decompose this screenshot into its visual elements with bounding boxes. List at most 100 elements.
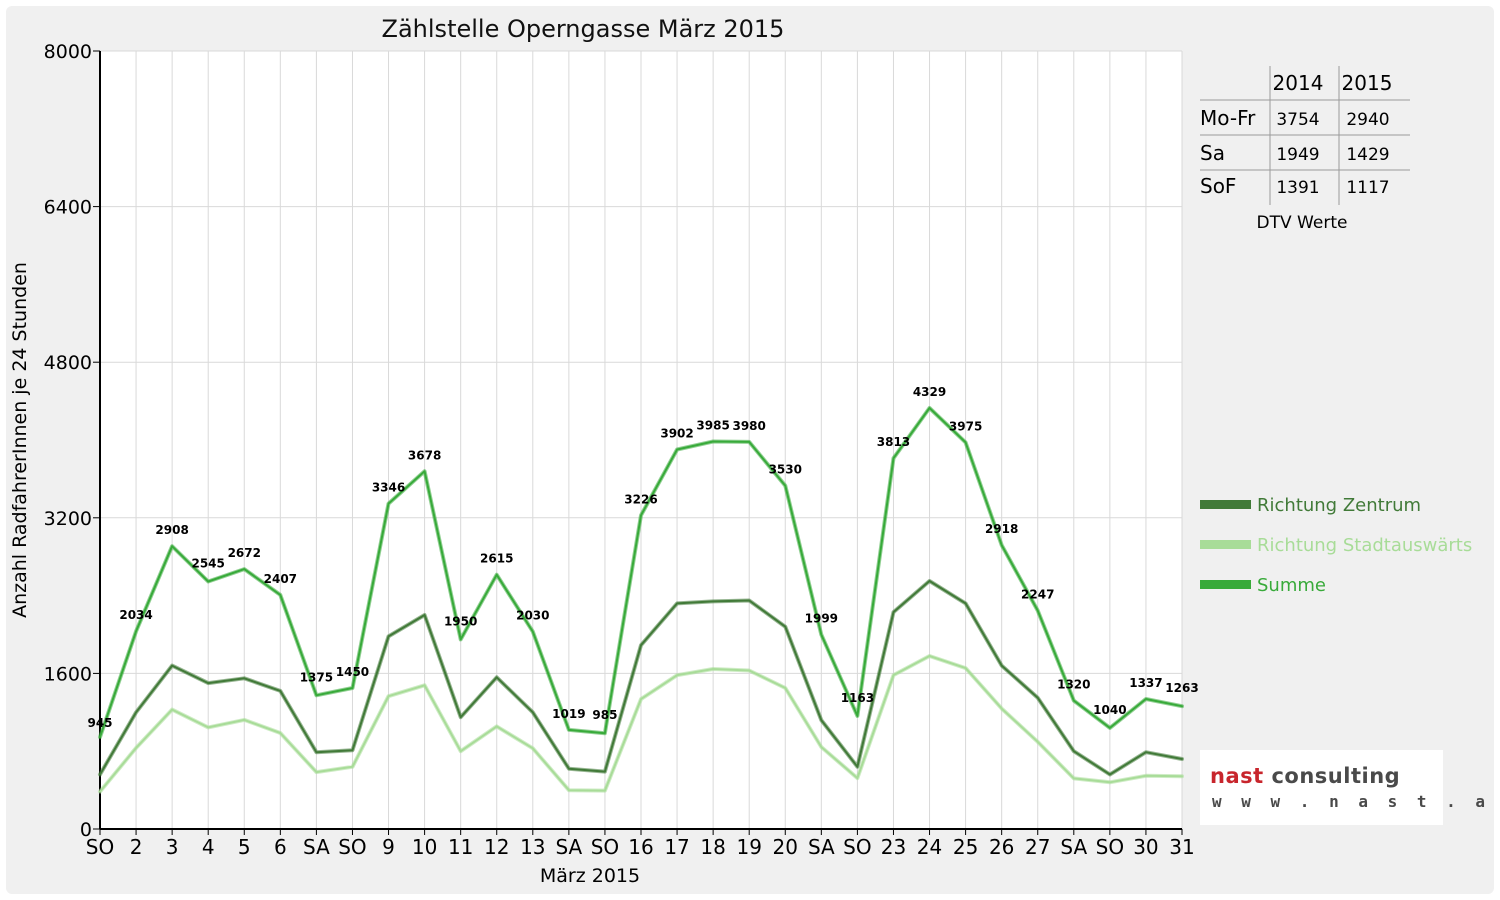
data-label: 1375 <box>300 670 333 684</box>
x-tick-label: 24 <box>917 835 942 859</box>
dtv-header-2014: 2014 <box>1273 71 1324 95</box>
data-label: 1450 <box>336 665 369 679</box>
x-tick-label: 18 <box>700 835 725 859</box>
data-label: 1337 <box>1129 676 1162 690</box>
x-tick-label: SO <box>591 835 619 859</box>
x-tick-label: SO <box>843 835 871 859</box>
legend-swatch-summe <box>1200 580 1251 589</box>
x-ticks: SO 2 3 4 5 6 SA SO 9 10 11 12 13 SA SO 16 17 18 19 20 SA SO 23… <box>86 835 1195 859</box>
data-label: 2545 <box>191 556 224 570</box>
series-line-summe <box>99 407 1183 739</box>
legend-label-stadtauswaerts: Richtung Stadtauswärts <box>1257 535 1472 556</box>
x-tick-label: 6 <box>274 835 287 859</box>
dtv-row-label: Sa <box>1200 141 1225 165</box>
legend-swatch-zentrum <box>1200 500 1251 509</box>
data-label: 2908 <box>155 523 188 537</box>
dtv-table: 2014 2015 Mo-Fr 3754 2940 Sa 1949 1429 S… <box>1200 66 1410 233</box>
x-tick-label: 11 <box>448 835 473 859</box>
x-tick-label: 31 <box>1169 835 1194 859</box>
legend-label-zentrum: Richtung Zentrum <box>1257 495 1421 516</box>
data-label: 3902 <box>660 427 693 441</box>
data-label: 1163 <box>841 691 874 705</box>
x-tick-label: 19 <box>736 835 761 859</box>
x-tick-label: 2 <box>130 835 143 859</box>
x-tick-label: 9 <box>382 835 395 859</box>
x-tick-label: SA <box>303 835 330 859</box>
y-tick-label: 1600 <box>44 663 92 685</box>
series-line-zentrum <box>99 580 1183 776</box>
dtv-cell: 1429 <box>1346 145 1389 165</box>
data-label: 2034 <box>119 608 152 622</box>
dtv-row-label: Mo-Fr <box>1200 106 1256 130</box>
dtv-header-2015: 2015 <box>1342 71 1393 95</box>
data-label: 1040 <box>1093 703 1126 717</box>
y-tick-label: 3200 <box>44 508 92 530</box>
x-tick-label: 20 <box>773 835 798 859</box>
dtv-cell: 1949 <box>1276 145 1319 165</box>
series-lines <box>98 406 1184 794</box>
data-label: 2030 <box>516 609 549 623</box>
x-tick-label: 25 <box>953 835 978 859</box>
x-tick-label: 4 <box>202 835 215 859</box>
data-label: 3813 <box>877 435 910 449</box>
data-label: 1263 <box>1165 681 1198 695</box>
y-ticks: 0 1600 3200 4800 6400 8000 <box>44 41 92 841</box>
y-tick-label: 8000 <box>44 41 92 63</box>
x-tick-label: SO <box>1096 835 1124 859</box>
x-tick-label: SA <box>808 835 835 859</box>
data-label: 3975 <box>949 419 982 433</box>
data-label: 2247 <box>1021 587 1054 601</box>
dtv-caption: DTV Werte <box>1257 213 1348 233</box>
y-axis-label: Anzahl RadfahrerInnen je 24 Stunden <box>9 262 31 618</box>
x-tick-label: SA <box>555 835 582 859</box>
y-tick-label: 4800 <box>44 352 92 374</box>
x-tick-label: 10 <box>412 835 437 859</box>
chart-title: Zählstelle Operngasse März 2015 <box>382 15 785 43</box>
data-label: 2615 <box>480 552 513 566</box>
legend-label-summe: Summe <box>1257 575 1326 596</box>
data-label: 3985 <box>696 418 729 432</box>
data-label: 1019 <box>552 707 585 721</box>
x-tick-label: 12 <box>484 835 509 859</box>
dtv-cell: 3754 <box>1276 110 1319 130</box>
dtv-cell: 1391 <box>1276 178 1319 198</box>
x-tick-label: 26 <box>989 835 1014 859</box>
x-tick-label: SA <box>1060 835 1087 859</box>
data-label: 3226 <box>624 492 657 506</box>
x-tick-label: 27 <box>1025 835 1050 859</box>
y-tick-label: 0 <box>80 819 92 841</box>
data-label: 2918 <box>985 522 1018 536</box>
data-label: 3530 <box>769 463 802 477</box>
x-tick-label: 5 <box>238 835 251 859</box>
data-label: 3346 <box>372 481 405 495</box>
axes <box>93 50 1183 835</box>
x-tick-label: 3 <box>166 835 179 859</box>
data-label: 3980 <box>732 419 765 433</box>
x-tick-label: 13 <box>520 835 545 859</box>
dtv-cell: 1117 <box>1346 178 1389 198</box>
series-line-stadtauswaerts <box>99 655 1183 793</box>
dtv-cell: 2940 <box>1346 110 1389 130</box>
data-label: 2672 <box>228 546 261 560</box>
nast-consulting-logo: nast consulting w w w . n a s t . a t <box>1200 750 1500 825</box>
dtv-row-label: SoF <box>1200 174 1236 198</box>
data-label: 1950 <box>444 614 477 628</box>
logo-brand-nast: nast <box>1210 764 1264 788</box>
legend-swatch-stadtauswaerts <box>1200 540 1251 549</box>
data-label: 985 <box>592 708 617 722</box>
logo-brand-consulting: consulting <box>1271 764 1401 788</box>
y-tick-label: 6400 <box>44 197 92 219</box>
data-label: 1999 <box>805 612 838 626</box>
logo-url: w w w . n a s t . a t <box>1212 792 1500 811</box>
data-label: 945 <box>87 716 112 730</box>
x-tick-label: SO <box>338 835 366 859</box>
data-label: 3678 <box>408 448 441 462</box>
x-tick-label: 17 <box>664 835 689 859</box>
legend: Richtung Zentrum Richtung Stadtauswärts … <box>1200 495 1472 596</box>
logo-brand: nast consulting <box>1210 764 1400 788</box>
x-tick-label: SO <box>86 835 114 859</box>
data-label: 1320 <box>1057 678 1090 692</box>
x-tick-label: 16 <box>628 835 653 859</box>
